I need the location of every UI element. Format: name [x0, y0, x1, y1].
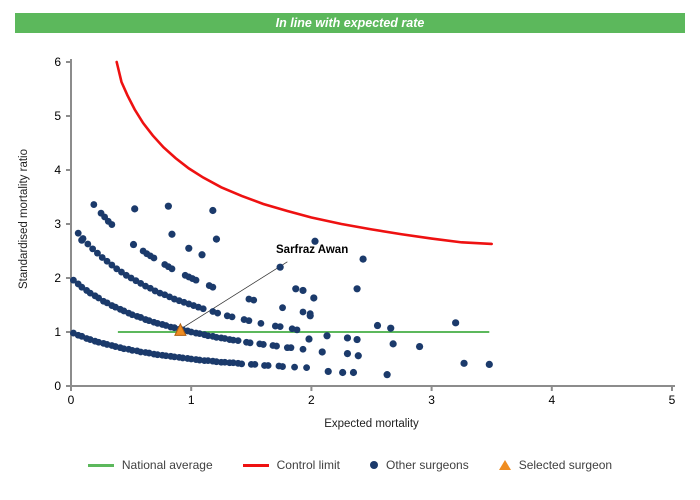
tick-labels: 0 1 2 3 4 5 0 1 2 3 4 5 6	[54, 55, 675, 407]
svg-text:4: 4	[54, 163, 61, 177]
svg-text:3: 3	[428, 393, 435, 407]
green-line-icon	[87, 463, 114, 467]
svg-text:2: 2	[308, 393, 315, 407]
svg-text:2: 2	[54, 271, 61, 285]
annotation-leader-line	[182, 261, 288, 329]
legend-label: Other surgeons	[385, 458, 469, 472]
svg-text:0: 0	[54, 379, 61, 393]
legend-label: National average	[121, 458, 213, 472]
status-banner: In line with expected rate	[15, 13, 685, 33]
legend-item-national-average: National average	[87, 458, 213, 472]
svg-text:0: 0	[68, 393, 75, 407]
axes	[66, 59, 675, 391]
svg-text:5: 5	[669, 393, 676, 407]
svg-text:1: 1	[188, 393, 195, 407]
other-surgeons-points	[70, 201, 493, 379]
legend-label: Control limit	[276, 458, 340, 472]
legend-item-control-limit: Control limit	[242, 458, 340, 472]
svg-text:6: 6	[54, 55, 61, 69]
legend-item-selected-surgeon: Selected surgeon	[498, 458, 613, 472]
y-axis-title: Standardised mortality ratio	[18, 149, 30, 289]
legend-item-other-surgeons: Other surgeons	[369, 458, 469, 472]
svg-text:3: 3	[54, 217, 61, 231]
dot-icon	[369, 461, 378, 469]
control-limit-curve	[115, 60, 494, 246]
red-line-icon	[242, 463, 269, 467]
legend-label: Selected surgeon	[518, 458, 613, 472]
svg-text:4: 4	[548, 393, 555, 407]
svg-text:1: 1	[54, 325, 61, 339]
x-axis-title: Expected mortality	[324, 418, 419, 430]
surgeon-name-label: Sarfraz Awan	[276, 244, 349, 256]
selected-surgeon-marker	[174, 322, 187, 336]
svg-text:5: 5	[54, 109, 61, 123]
triangle-icon	[498, 460, 511, 470]
legend: National average Control limit Other sur…	[0, 458, 700, 472]
